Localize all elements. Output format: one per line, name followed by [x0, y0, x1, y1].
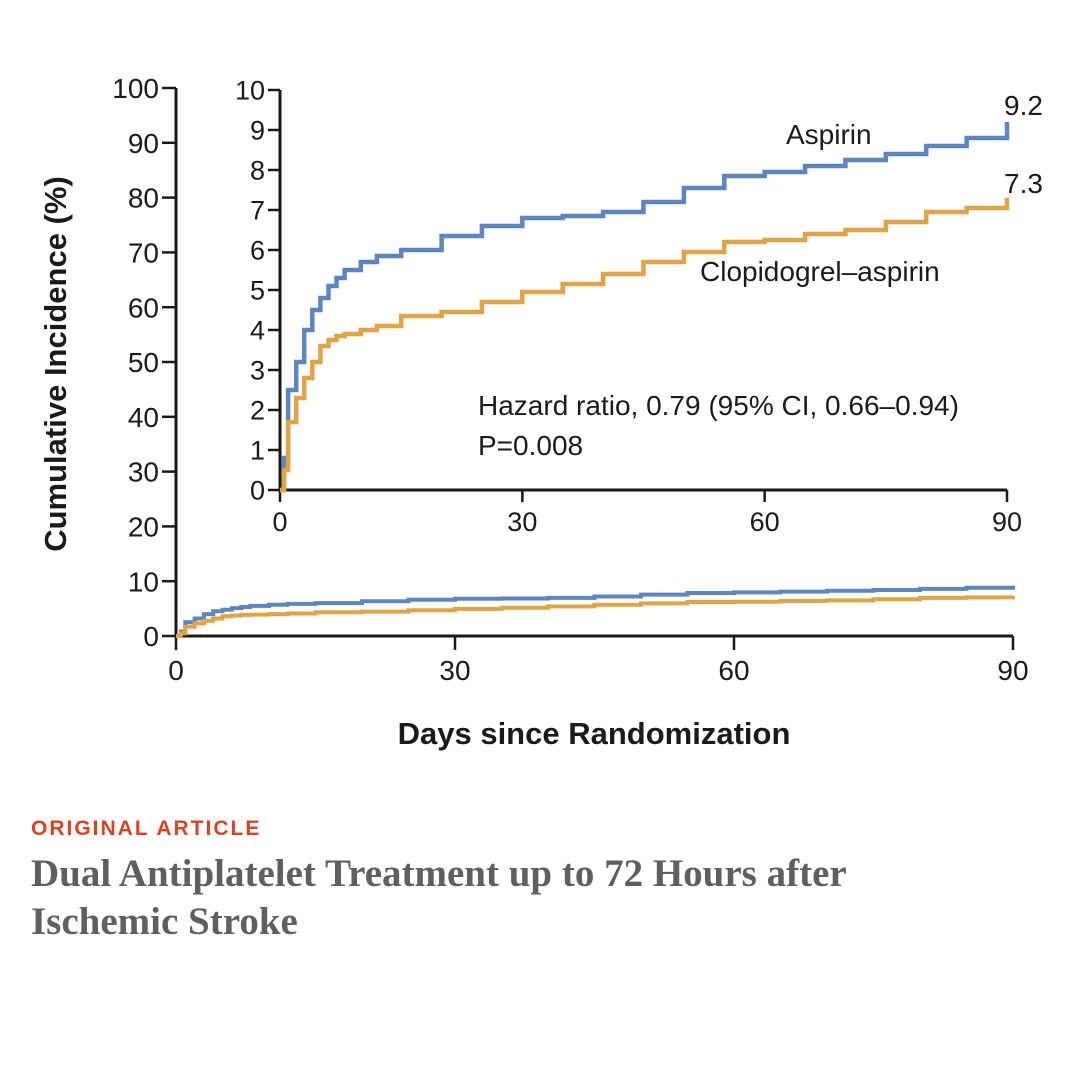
inset-series-line-aspirin — [280, 122, 1010, 493]
main-y-tick-label: 100 — [112, 73, 159, 104]
x-axis-title: Days since Randomization — [398, 716, 791, 751]
main-y-tick-label: 70 — [128, 237, 159, 268]
main-x-tick-label: 0 — [168, 655, 184, 686]
main-series-group — [176, 585, 1015, 638]
main-y-tick-label: 20 — [128, 511, 159, 542]
inset-x-tick-label: 90 — [992, 507, 1022, 537]
main-y-tick-label: 10 — [128, 566, 159, 597]
series-label-aspirin: Aspirin — [786, 119, 872, 150]
inset-y-tick-label: 1 — [250, 436, 265, 466]
inset-series-group — [280, 122, 1010, 493]
main-y-tick-label: 90 — [128, 128, 159, 159]
main-y-tick-label: 50 — [128, 347, 159, 378]
end-label-aspirin: 9.2 — [1004, 90, 1043, 121]
main-series-line-clopidogrel-aspirin — [176, 595, 1015, 638]
inset-axes: 0 1 2 3 4 5 6 7 8 9 10 0 30 60 90 — [235, 76, 1022, 537]
main-x-tick-label: 90 — [997, 655, 1028, 686]
main-series-line-aspirin — [176, 585, 1015, 638]
main-y-tick-label: 30 — [128, 457, 159, 488]
inset-y-tick-label: 5 — [250, 276, 265, 306]
main-y-tick-label: 60 — [128, 292, 159, 323]
y-axis-title: Cumulative Incidence (%) — [38, 176, 73, 552]
inset-x-tick-label: 0 — [272, 507, 287, 537]
p-value-label: P=0.008 — [478, 430, 583, 461]
inset-y-tick-label: 2 — [250, 396, 265, 426]
main-y-tick-label: 80 — [128, 183, 159, 214]
end-label-clopidogrel-aspirin: 7.3 — [1004, 168, 1043, 199]
inset-y-tick-label: 0 — [250, 476, 265, 506]
article-title[interactable]: Dual Antiplatelet Treatment up to 72 Hou… — [31, 852, 846, 943]
inset-y-tick-label: 7 — [250, 196, 265, 226]
article-caption: ORIGINAL ARTICLE Dual Antiplatelet Treat… — [31, 814, 1031, 946]
inset-y-tick-label: 6 — [250, 236, 265, 266]
inset-x-tick-label: 30 — [507, 507, 537, 537]
main-y-tick-label: 0 — [143, 621, 159, 652]
article-type-label: ORIGINAL ARTICLE — [31, 817, 262, 840]
inset-y-tick-label: 9 — [250, 116, 265, 146]
main-x-tick-label: 60 — [718, 655, 749, 686]
hazard-ratio-label: Hazard ratio, 0.79 (95% CI, 0.66–0.94) — [478, 390, 959, 421]
inset-y-tick-label: 8 — [250, 156, 265, 186]
inset-y-tick-label: 4 — [250, 316, 265, 346]
inset-y-tick-label: 3 — [250, 356, 265, 386]
main-x-tick-label: 30 — [439, 655, 470, 686]
inset-x-tick-label: 60 — [750, 507, 780, 537]
inset-series-line-clopidogrel-aspirin — [280, 198, 1010, 493]
series-label-clopidogrel-aspirin: Clopidogrel–aspirin — [700, 256, 940, 287]
inset-y-tick-label: 10 — [235, 76, 265, 106]
inset-axis-lines — [278, 90, 1007, 492]
main-y-tick-label: 40 — [128, 402, 159, 433]
